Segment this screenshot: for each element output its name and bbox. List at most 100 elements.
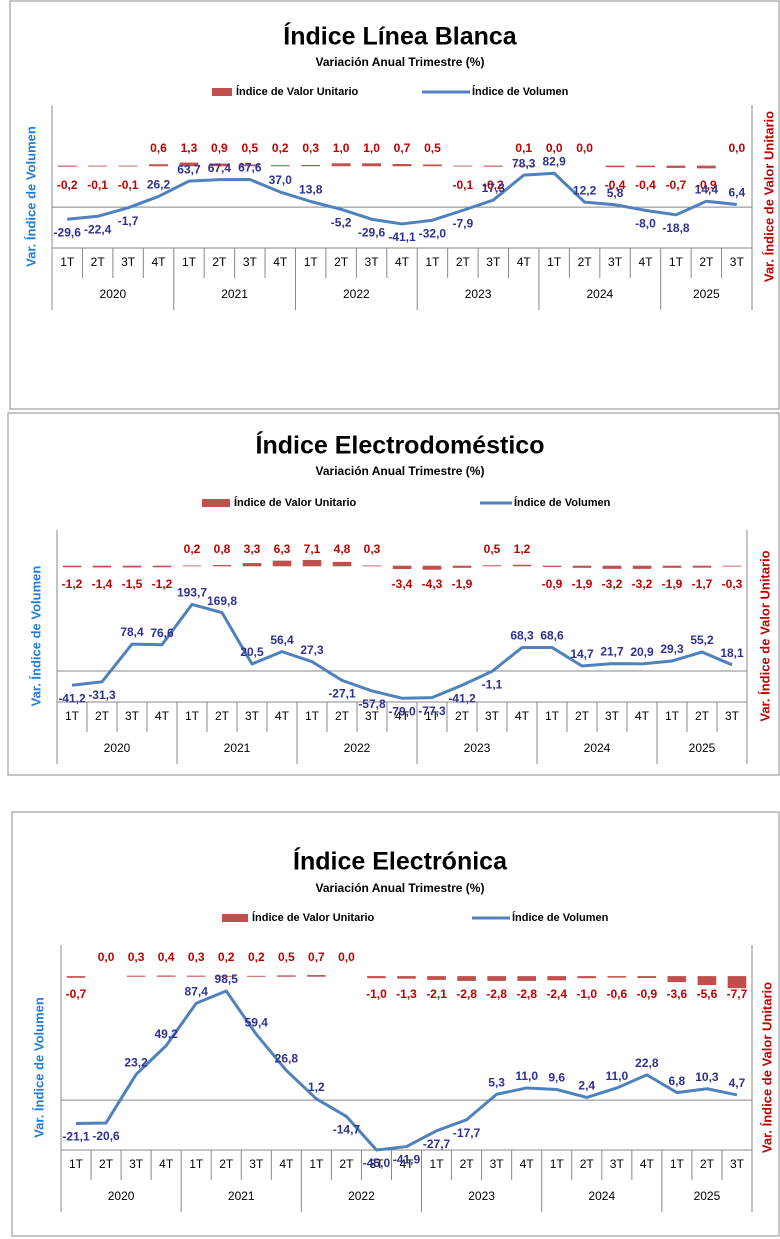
bar-value-label: 0,4 <box>158 950 175 964</box>
bar <box>331 163 351 167</box>
line-value-label: 6,4 <box>728 186 745 200</box>
line-value-label: -41,9 <box>393 1153 421 1167</box>
line-value-label: 37,0 <box>269 173 293 187</box>
bar-value-label: -1,9 <box>662 577 683 591</box>
group-label: 2024 <box>584 741 611 755</box>
line-value-label: -22,4 <box>84 222 112 236</box>
bar-value-label: -1,7 <box>692 577 713 591</box>
bar <box>632 565 652 569</box>
x-tick-label: 4T <box>395 255 410 269</box>
chart-title: Índice Electrónica <box>293 847 508 876</box>
group-label: 2020 <box>100 287 127 301</box>
x-tick-label: 4T <box>279 1157 294 1171</box>
bar <box>152 565 172 568</box>
bar-value-label: -3,4 <box>392 577 413 591</box>
bar <box>307 975 326 977</box>
line <box>75 989 738 1152</box>
x-tick-label: 1T <box>545 709 560 723</box>
bar <box>637 976 657 979</box>
line-value-label: -5,2 <box>331 215 352 229</box>
x-tick-label: 2T <box>334 255 349 269</box>
line-value-label: -29,6 <box>54 225 82 239</box>
bar-value-label: -1,0 <box>576 987 597 1001</box>
x-tick-label: 3T <box>245 709 260 723</box>
bar-value-label: -1,2 <box>152 577 173 591</box>
chart-subtitle: Variación Anual Trimestre (%) <box>316 55 485 69</box>
bar-value-label: -0,2 <box>483 178 504 192</box>
line-value-label: -27,7 <box>423 1137 451 1151</box>
bar-value-label: -2,1 <box>426 987 447 1001</box>
bar-value-label: -0,3 <box>722 577 743 591</box>
bar <box>156 975 176 977</box>
line-value-label: 23,2 <box>124 1056 148 1070</box>
x-tick-label: 4T <box>152 255 167 269</box>
y-axis-title: Var. Índice de Volumen <box>31 997 46 1138</box>
bar <box>427 976 446 980</box>
bar <box>422 565 442 570</box>
bar-value-label: -3,2 <box>632 577 653 591</box>
bar <box>666 165 686 168</box>
bar <box>332 561 352 567</box>
bar <box>423 164 442 167</box>
line-value-label: -18,8 <box>662 221 690 235</box>
x-tick-label: 4T <box>399 1157 414 1171</box>
bar-value-label: 0,3 <box>128 950 145 964</box>
chart-title: Índice Electrodoméstico <box>256 431 545 460</box>
bar-value-label: -0,6 <box>606 987 627 1001</box>
bar-value-label: 6,3 <box>274 542 291 556</box>
bar-value-label: -3,6 <box>667 987 688 1001</box>
x-tick-label: 2T <box>339 1157 354 1171</box>
line-value-label: -27,1 <box>328 687 356 701</box>
line-value-label: 26,8 <box>275 1052 299 1066</box>
line-value-label: -45,0 <box>363 1156 391 1170</box>
x-tick-label: 2T <box>456 255 471 269</box>
bar-value-label: 0,6 <box>150 141 167 155</box>
x-tick-label: 3T <box>730 255 745 269</box>
group-label: 2025 <box>694 1189 721 1203</box>
group-label: 2022 <box>344 741 371 755</box>
bar <box>542 565 562 568</box>
bar-value-label: 0,0 <box>546 141 563 155</box>
line-value-label: 63,7 <box>177 162 201 176</box>
y-axis-title: Var. Índice de Volumen <box>23 126 38 267</box>
bar <box>242 563 262 567</box>
x-tick-label: 4T <box>638 255 653 269</box>
line-value-label: -7,9 <box>453 217 474 231</box>
bar <box>92 565 112 568</box>
line-value-label: 20,5 <box>240 645 264 659</box>
line-value-label: -14,7 <box>333 1123 361 1137</box>
line-value-label: -20,6 <box>92 1129 120 1143</box>
x-tick-label: 4T <box>517 255 532 269</box>
bar-value-label: 0,8 <box>214 542 231 556</box>
x-tick-label: 3T <box>121 255 136 269</box>
x-tick-label: 2T <box>91 255 106 269</box>
line-value-label: 18,1 <box>720 646 744 660</box>
legend-label: Índice de Valor Unitario <box>234 496 357 509</box>
legend-label: Índice de Volumen <box>472 85 569 98</box>
bar-value-label: -0,7 <box>66 987 87 1001</box>
x-tick-label: 4T <box>520 1157 535 1171</box>
x-tick-label: 1T <box>550 1157 565 1171</box>
x-tick-label: 1T <box>65 709 80 723</box>
bar <box>392 164 412 167</box>
bar <box>607 976 627 978</box>
bar-value-label: 1,2 <box>514 542 531 556</box>
line-value-label: -41,1 <box>388 230 416 244</box>
line-value-label: 27,3 <box>300 643 324 657</box>
x-tick-label: 2T <box>695 709 710 723</box>
y2-axis-title: Var. Índice de Valor Unitario <box>759 982 774 1153</box>
line-value-label: -41,2 <box>448 691 476 705</box>
bar <box>122 565 142 568</box>
line-value-label: 98,5 <box>215 972 239 986</box>
x-tick-label: 1T <box>425 709 440 723</box>
bar-value-label: -4,3 <box>422 577 443 591</box>
line-value-label: -1,1 <box>482 678 503 692</box>
line-value-label: 68,3 <box>510 629 534 643</box>
line-value-label: 10,3 <box>695 1070 719 1084</box>
line-value-label: -1,7 <box>118 214 139 228</box>
x-tick-label: 3T <box>610 1157 625 1171</box>
line-value-label: 55,2 <box>690 633 714 647</box>
bar <box>452 565 472 568</box>
line-value-label: 87,4 <box>185 984 209 998</box>
line-value-label: 2,4 <box>578 1079 595 1093</box>
